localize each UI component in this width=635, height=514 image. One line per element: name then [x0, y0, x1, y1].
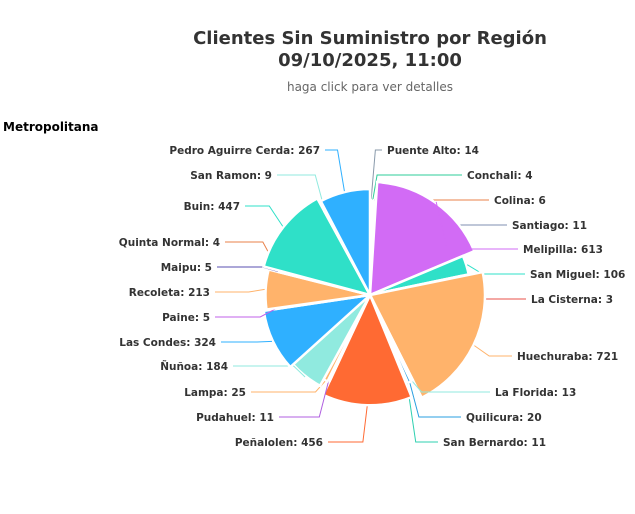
label-line-12 [279, 381, 329, 418]
slice-label-0: Puente Alto: 14 [387, 145, 479, 157]
slice-label-11: Peñalolen: 456 [235, 437, 323, 449]
slice-label-20: Buin: 447 [184, 201, 240, 213]
pie-slice-7[interactable] [368, 270, 487, 400]
label-line-22 [325, 149, 345, 192]
label-line-20 [245, 205, 284, 227]
label-line-1 [372, 174, 462, 201]
region-label: Metropolitana [3, 120, 99, 134]
label-line-17 [215, 288, 265, 293]
slice-label-9: Quilicura: 20 [466, 412, 542, 424]
label-line-15 [221, 340, 273, 343]
slice-label-4: Melipilla: 613 [523, 244, 603, 256]
slice-label-1: Conchali: 4 [467, 170, 533, 182]
slice-label-7: Huechuraba: 721 [517, 351, 618, 363]
pie-slice-22[interactable] [319, 187, 372, 296]
slice-label-10: San Bernardo: 11 [443, 437, 546, 449]
label-line-16 [215, 308, 277, 318]
chart-title: Clientes Sin Suministro por Región [193, 28, 547, 49]
label-line-0 [370, 149, 382, 199]
slice-label-13: Lampa: 25 [184, 387, 246, 399]
slice-label-6: La Cisterna: 3 [531, 294, 613, 306]
click-hint: haga click para ver detalles [286, 80, 454, 94]
label-line-4 [435, 201, 518, 250]
label-line-7 [474, 345, 512, 357]
slice-label-21: San Ramon: 9 [190, 170, 272, 182]
label-line-8 [411, 380, 490, 393]
slice-label-8: La Florida: 13 [495, 387, 576, 399]
pie-slice-20[interactable] [262, 196, 373, 297]
slice-label-16: Paine: 5 [162, 312, 210, 324]
pie-slice-17[interactable] [264, 268, 371, 311]
slice-label-12: Pudahuel: 11 [196, 412, 274, 424]
slice-label-17: Recoleta: 213 [129, 287, 210, 299]
slice-label-2: Colina: 6 [494, 195, 546, 207]
label-line-14 [233, 365, 306, 378]
slice-label-5: San Miguel: 106 [530, 269, 625, 281]
slice-label-3: Santiago: 11 [512, 220, 587, 232]
pie-slice-15[interactable] [262, 293, 374, 369]
slice-label-22: Pedro Aguirre Cerda: 267 [169, 145, 320, 157]
label-line-21 [277, 174, 326, 211]
pie-slice-11[interactable] [321, 291, 414, 407]
chart-date: 09/10/2025, 11:00 [278, 50, 462, 71]
slice-label-18: Maipu: 5 [161, 262, 212, 274]
pie-slice-4[interactable] [368, 180, 476, 297]
label-line-9 [409, 383, 461, 418]
label-line-11 [328, 406, 368, 443]
slice-label-14: Ñuñoa: 184 [160, 360, 228, 373]
slice-label-19: Quinta Normal: 4 [119, 237, 220, 249]
slice-label-15: Las Condes: 324 [119, 337, 216, 349]
label-line-10 [406, 383, 438, 443]
